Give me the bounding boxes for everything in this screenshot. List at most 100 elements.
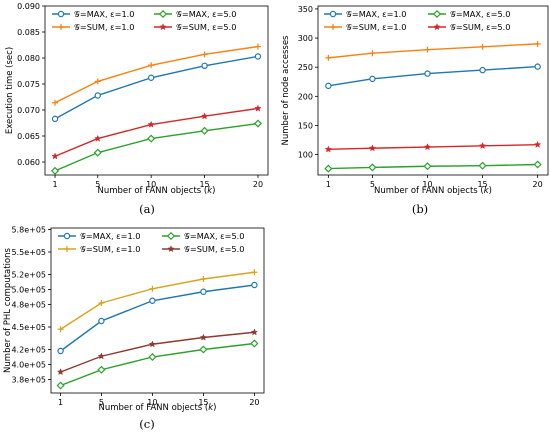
plot-frame [44, 5, 269, 176]
data-point [201, 62, 208, 70]
series-2 [57, 269, 258, 333]
x-axis-label-var: k [484, 186, 490, 196]
y-tick-label: 0.070 [17, 106, 40, 115]
data-point [200, 276, 207, 282]
y-tick-label: 5.5e+05 [11, 248, 46, 257]
x-tick-label: 15 [477, 180, 487, 189]
y-axis-label: Number of PHL computations [3, 247, 13, 372]
legend-swatch-marker [158, 9, 168, 19]
series-line [60, 331, 255, 373]
data-point [199, 345, 208, 354]
data-point [423, 162, 432, 171]
data-point [147, 120, 155, 128]
x-axis-label: Number of FANN objects (k) [98, 186, 216, 196]
x-axis-label-text: Number of FANN objects ( [374, 186, 484, 196]
series-4 [324, 140, 542, 153]
series-4 [51, 104, 262, 160]
y-tick-label: 4.8e+05 [11, 301, 46, 310]
data-point [147, 134, 156, 143]
y-tick-label: 300 [298, 34, 313, 43]
series-line [328, 144, 538, 151]
x-tick-label: 1 [58, 398, 63, 407]
x-axis-label-end: ) [213, 403, 216, 413]
y-tick-label: 5.8e+05 [11, 226, 46, 235]
y-tick-label: 200 [298, 92, 313, 101]
y-tick-label: 350 [298, 5, 313, 14]
chart-3: 3.8e+05 4.0e+05 4.2e+05 4.5e+05 4.8e+05 5.0e+… [3, 226, 265, 431]
data-point [325, 82, 332, 90]
x-axis-label-var: k [207, 186, 213, 196]
x-tick-label: 1 [52, 180, 57, 189]
x-axis-label-text: Number of FANN objects ( [99, 403, 209, 413]
data-point [325, 54, 332, 61]
data-point [479, 66, 486, 74]
series-3 [56, 339, 259, 390]
series-1 [325, 63, 541, 90]
data-point [52, 99, 59, 106]
data-point [148, 352, 157, 362]
series-3 [324, 160, 542, 173]
x-axis-label-end: ) [489, 186, 492, 196]
data-point [254, 43, 261, 50]
x-tick-label: 5 [95, 180, 100, 189]
y-tick-label: 5.0e+05 [11, 286, 46, 295]
legend-label: 𝒢=MAX, ε=1.0 [80, 231, 140, 241]
data-point [533, 160, 542, 169]
y-tick-label: 4.5e+05 [11, 323, 46, 332]
x-tick-label: 15 [199, 180, 209, 189]
series-4 [56, 328, 259, 376]
x-axis-label-var: k [208, 403, 214, 413]
y-tick-label: 4.2e+05 [11, 346, 46, 355]
y-tick-label: 0.085 [17, 28, 40, 37]
data-point [479, 43, 486, 50]
legend: 𝒢=MAX, ε=1.0 𝒢=SUM, ε=1.0 𝒢=MAX, ε=5.0 𝒢=SU… [324, 9, 510, 32]
data-point [200, 126, 209, 135]
legend-swatch-marker [57, 10, 65, 18]
legend-swatch-marker [433, 23, 441, 31]
x-tick-label: 5 [370, 180, 375, 189]
data-point [534, 63, 541, 70]
legend-label: 𝒢=MAX, ε=1.0 [346, 9, 406, 19]
legend-swatch-marker [166, 231, 176, 241]
y-tick-label: 0.075 [17, 80, 40, 89]
series-line [54, 122, 259, 172]
y-tick-label: 4.0e+05 [11, 361, 46, 370]
legend-label: 𝒢=SUM, ε=1.0 [74, 22, 134, 32]
y-tick-label: 0.060 [17, 158, 40, 167]
x-tick-label: 15 [198, 398, 208, 407]
series-1 [57, 281, 258, 355]
data-point [50, 166, 60, 175]
y-tick-label: 0.080 [17, 54, 40, 63]
legend: 𝒢=MAX, ε=1.0 𝒢=SUM, ε=1.0 𝒢=MAX, ε=5.0 𝒢=SU… [52, 9, 236, 32]
data-point [149, 297, 156, 304]
data-point [148, 340, 157, 348]
data-point [478, 141, 487, 149]
data-point [251, 269, 258, 276]
data-point [57, 347, 64, 355]
data-point [423, 143, 432, 151]
data-point [148, 62, 155, 69]
data-point [56, 368, 65, 376]
x-tick-label: 5 [99, 398, 104, 407]
data-point [424, 46, 431, 53]
x-axis-label-text: Number of FANN objects ( [98, 186, 208, 196]
y-tick-label: 0.065 [17, 132, 40, 141]
legend-label: 𝒢=SUM, ε=5.0 [176, 22, 236, 32]
legend-swatch-marker [159, 23, 167, 31]
x-axis-label: Number of FANN objects (k) [99, 403, 217, 413]
data-point [324, 164, 333, 173]
data-point [369, 50, 376, 57]
legend-label: 𝒢=MAX, ε=1.0 [74, 9, 134, 19]
data-point [98, 300, 105, 306]
data-point [534, 40, 541, 47]
data-point [254, 53, 262, 60]
legend-swatch-marker [63, 232, 71, 240]
legend: 𝒢=MAX, ε=1.0 𝒢=SUM, ε=1.0 𝒢=MAX, ε=5.0 𝒢=SU… [58, 231, 244, 254]
data-point [368, 144, 377, 152]
x-tick-label: 1 [326, 180, 331, 189]
legend-label: 𝒢=SUM, ε=1.0 [346, 22, 406, 32]
series-line [54, 107, 259, 157]
legend-label: 𝒢=SUM, ε=5.0 [184, 244, 244, 254]
